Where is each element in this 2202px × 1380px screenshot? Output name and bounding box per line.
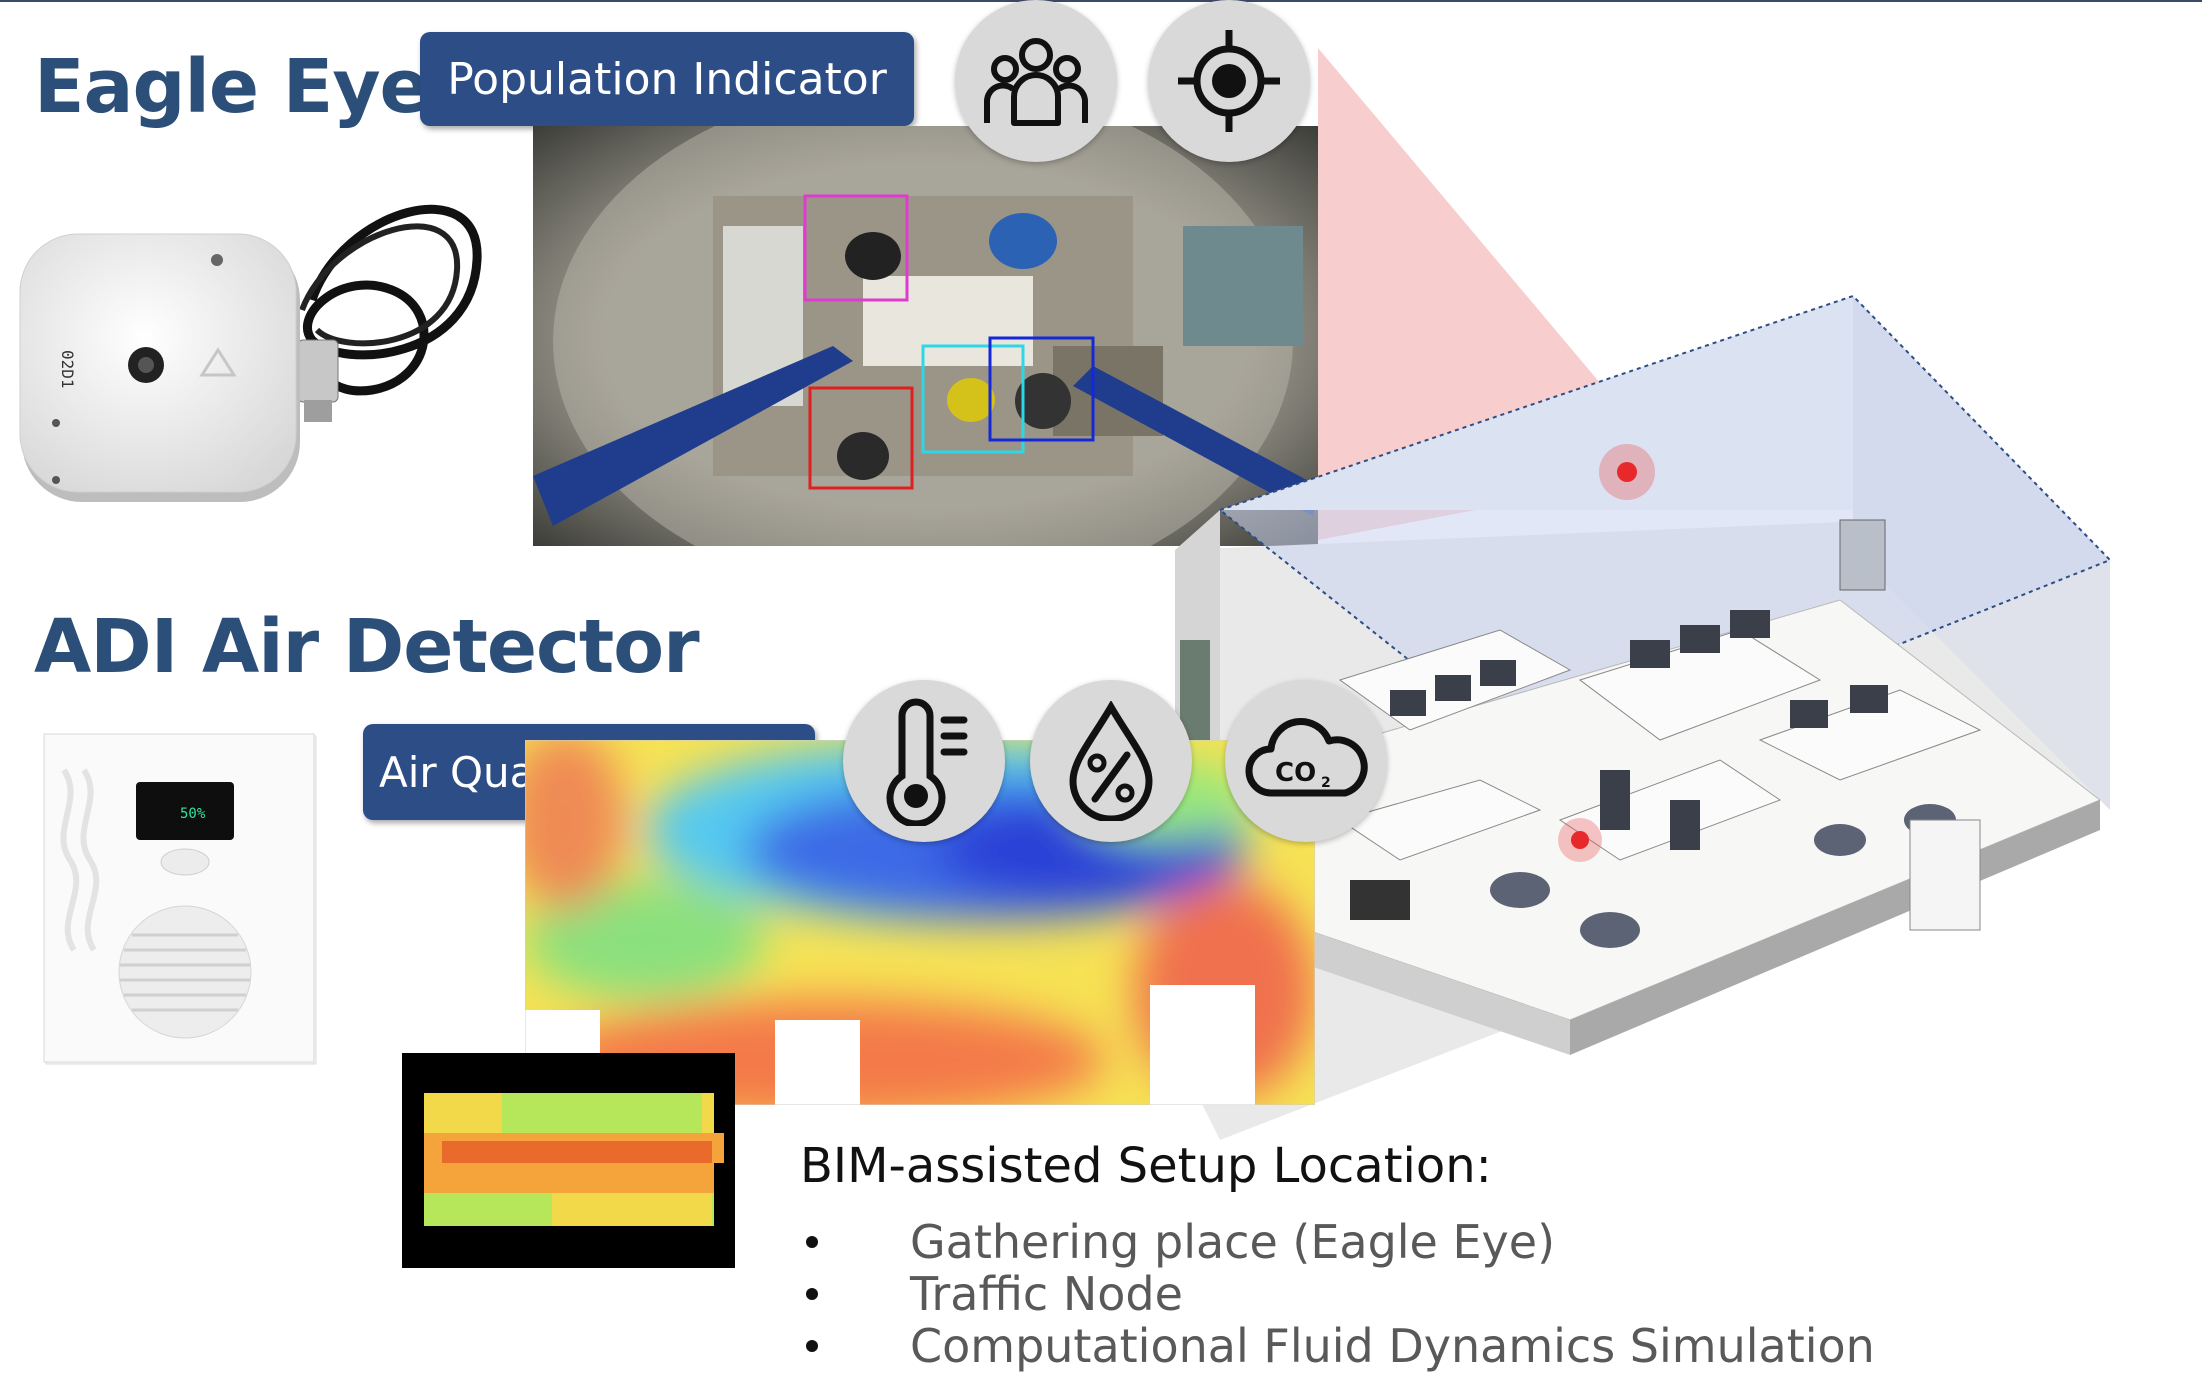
svg-text:50%: 50% [180,806,206,822]
bim-heading: BIM-assisted Setup Location: [800,1138,1492,1194]
svg-text:CO: CO [1275,758,1316,788]
svg-text:2: 2 [1321,775,1331,791]
co2-cloud-icon: CO 2 [1225,680,1387,842]
bim-list: Gathering place (Eagle Eye) Traffic Node… [800,1215,1875,1373]
list-item: Computational Fluid Dynamics Simulation [800,1319,1875,1373]
sensor-grid-heatmap [402,1053,735,1268]
list-item: Gathering place (Eagle Eye) [800,1215,1875,1269]
population-indicator-badge: Population Indicator [420,32,914,126]
eagle-eye-title: Eagle Eye [34,44,430,130]
people-group-icon [955,0,1117,162]
svg-text:02D1: 02D1 [58,350,77,389]
eagle-eye-device-image: 02D1 [19,204,482,502]
bullet-icon [806,1236,818,1248]
fisheye-camera-view [533,126,1318,546]
bullet-icon [806,1340,818,1352]
air-detector-title: ADI Air Detector [34,604,700,690]
humidity-percent-icon [1030,680,1192,842]
list-item: Traffic Node [800,1267,1875,1321]
top-divider [0,0,2202,2]
air-detector-device-image: 50% [43,733,317,1065]
target-icon [1148,0,1310,162]
population-indicator-label: Population Indicator [447,53,887,105]
thermometer-icon [843,680,1005,842]
bullet-icon [806,1288,818,1300]
bim-item-label: Traffic Node [910,1267,1183,1321]
bim-item-label: Gathering place (Eagle Eye) [910,1215,1556,1269]
bim-item-label: Computational Fluid Dynamics Simulation [910,1319,1875,1373]
